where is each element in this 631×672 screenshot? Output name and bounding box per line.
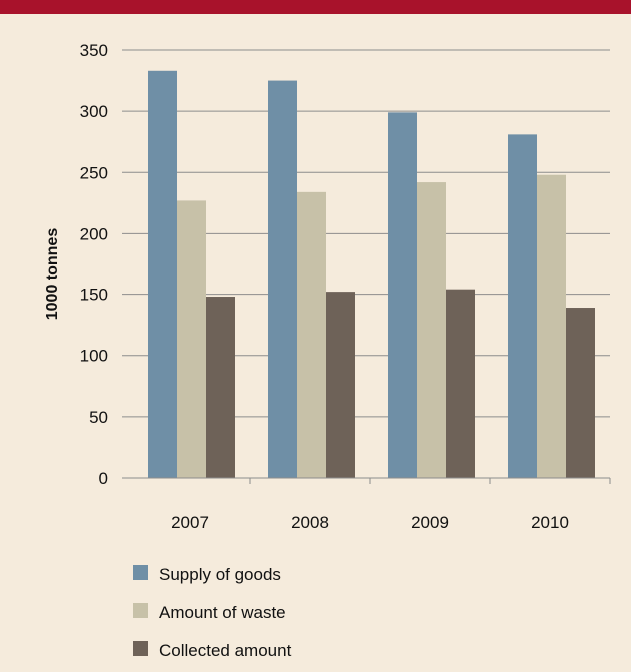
bar-collected-amount	[446, 289, 475, 478]
x-tick-label: 2010	[531, 513, 569, 532]
bar-supply-of-goods	[388, 112, 417, 478]
legend-swatch-collected-amount	[133, 641, 148, 656]
y-tick-label: 350	[80, 41, 108, 60]
y-tick-label: 150	[80, 286, 108, 305]
y-tick-label: 50	[89, 408, 108, 427]
axes	[122, 477, 611, 484]
x-tick-label: 2008	[291, 513, 329, 532]
bar-amount-of-waste	[537, 174, 566, 478]
bar-supply-of-goods	[508, 134, 537, 478]
bar-supply-of-goods	[148, 70, 177, 478]
bar-amount-of-waste	[177, 200, 206, 478]
legend-swatch-amount-of-waste	[133, 603, 148, 618]
bar-amount-of-waste	[417, 182, 446, 478]
bars	[148, 70, 595, 479]
legend-label-collected-amount: Collected amount	[159, 641, 292, 660]
bar-amount-of-waste	[297, 191, 326, 478]
y-tick-label: 0	[99, 469, 108, 488]
tick-labels: 0 50 100 150 200 250 300 350 2007 2008 2009 2010	[80, 41, 569, 532]
x-tick-label: 2007	[171, 513, 209, 532]
y-tick-label: 100	[80, 347, 108, 366]
legend-label-supply-of-goods: Supply of goods	[159, 565, 281, 584]
bar-collected-amount	[566, 308, 595, 478]
top-rule	[0, 0, 631, 14]
y-tick-label: 300	[80, 102, 108, 121]
y-tick-label: 250	[80, 163, 108, 182]
bar-collected-amount	[326, 292, 355, 478]
bar-supply-of-goods	[268, 80, 297, 479]
legend-swatch-supply-of-goods	[133, 565, 148, 580]
y-axis-label: 1000 tonnes	[44, 228, 61, 321]
x-tick-label: 2009	[411, 513, 449, 532]
bar-collected-amount	[206, 297, 235, 478]
y-tick-label: 200	[80, 224, 108, 243]
legend-label-amount-of-waste: Amount of waste	[159, 603, 286, 622]
legend: Supply of goods Amount of waste Collected …	[133, 565, 292, 660]
